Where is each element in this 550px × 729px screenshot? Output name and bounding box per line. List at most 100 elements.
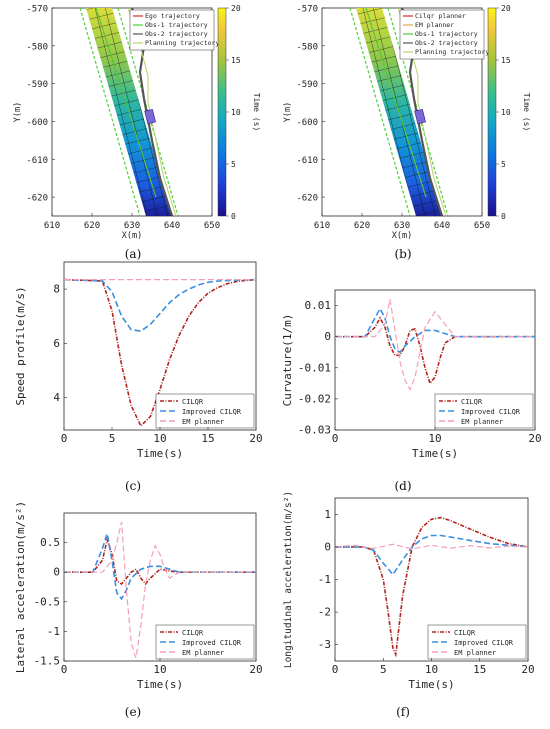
x-tick-label: 15 — [201, 432, 214, 445]
y-tick-label: -610 — [296, 156, 318, 166]
obstacle-vehicle — [414, 108, 426, 125]
y-tick-label: -580 — [296, 42, 318, 52]
x-tick-label: 650 — [474, 221, 490, 231]
colorbar — [487, 7, 497, 217]
x-tick-label: 610 — [44, 221, 60, 231]
x-tick-label: 640 — [164, 221, 180, 231]
legend-entry: Planning trajectory — [415, 48, 489, 56]
road-border-right — [117, 7, 179, 217]
series-line-improved-cilqr — [63, 278, 257, 332]
subfigure-label: (c) — [125, 479, 141, 493]
x-axis-label: X(m) — [392, 231, 412, 241]
y-tick-label: 0 — [53, 566, 60, 579]
legend-entry: CILQR — [461, 398, 483, 406]
x-tick-label: 0 — [61, 663, 68, 676]
x-tick-label: 10 — [153, 432, 166, 445]
x-tick-label: 630 — [124, 221, 140, 231]
series-line-obs-1-trajectory — [95, 7, 157, 198]
y-axis-label: Lateral acceleration(m/s²) — [14, 501, 27, 673]
subfigure-label: (e) — [125, 705, 141, 719]
y-tick-label: 0 — [324, 540, 331, 553]
y-tick-label: 1 — [324, 508, 331, 521]
road-border-right — [387, 7, 449, 217]
y-tick-label: -610 — [26, 156, 48, 166]
series-line-cilqr — [335, 516, 529, 658]
legend-entry: Improved CILQR — [182, 408, 242, 416]
y-tick-label: -0.03 — [298, 424, 331, 437]
x-axis-label: Time(s) — [412, 447, 458, 460]
colorbar-tick-label: 10 — [501, 108, 511, 117]
legend-entry: CILQR — [454, 629, 476, 637]
y-tick-label: 0 — [324, 330, 331, 343]
subfigure-label: (b) — [394, 247, 411, 261]
y-tick-label: -1.5 — [34, 655, 61, 668]
y-tick-label: -3 — [318, 638, 331, 651]
subfigure-label: (d) — [394, 479, 411, 493]
y-tick-label: -580 — [26, 42, 48, 52]
y-tick-label: -620 — [26, 194, 48, 204]
x-tick-label: 0 — [332, 432, 339, 445]
colorbar-tick-label: 15 — [501, 56, 511, 65]
x-tick-label: 650 — [204, 221, 220, 231]
y-axis-label: Speed profile(m/s) — [14, 286, 27, 405]
colorbar-tick-label: 0 — [231, 212, 236, 221]
y-tick-label: -590 — [26, 80, 48, 90]
x-axis-label: Time(s) — [137, 678, 183, 691]
legend-entry: EM planner — [454, 649, 496, 657]
legend-entry: Ego trajectory — [145, 12, 200, 20]
legend: CILQR Improved CILQR EM planner — [427, 624, 527, 660]
x-tick-label: 0 — [332, 663, 339, 676]
y-tick-label: -0.5 — [34, 595, 61, 608]
colorbar-tick-label: 5 — [231, 160, 236, 169]
y-tick-label: -600 — [26, 118, 48, 128]
colorbar-label: Time (s) — [522, 93, 531, 132]
x-axis-label: X(m) — [122, 231, 142, 241]
x-axis-label: Time(s) — [408, 678, 454, 691]
legend: CILQR Improved CILQR EM planner — [155, 393, 255, 429]
legend-box — [399, 9, 485, 60]
panel-e: CILQR Improved CILQR EM planner 0 10 20 0.5 0 -0… — [14, 501, 263, 719]
y-tick-label: -0.01 — [298, 361, 331, 374]
legend-entry: Planning trajectory — [145, 39, 219, 47]
y-axis-label: Y(m) — [13, 102, 23, 122]
x-tick-label: 610 — [314, 221, 330, 231]
legend-entry: Obs-1 trajectory — [145, 21, 208, 29]
series-line-improved-cilqr — [64, 533, 256, 601]
y-tick-label: -0.02 — [298, 392, 331, 405]
colorbar-tick-label: 20 — [231, 4, 241, 13]
series-line-cilqr — [63, 278, 257, 428]
y-tick-label: -2 — [318, 606, 331, 619]
series-line-cilqr — [64, 536, 256, 586]
subfigure-label: (a) — [125, 247, 142, 261]
x-tick-label: 5 — [109, 432, 116, 445]
panel-c: CILQR Improved CILQR EM planner 0 5 10 15 20 4 6 8… — [14, 261, 263, 493]
colorbar-tick-label: 10 — [231, 108, 241, 117]
x-tick-label: 20 — [249, 663, 262, 676]
colorbar-label: Time (s) — [252, 93, 261, 132]
x-tick-label: 20 — [249, 432, 262, 445]
y-tick-label: -590 — [296, 80, 318, 90]
y-axis-label: Longitudinal acceleration(m/s²) — [283, 491, 294, 668]
x-tick-label: 620 — [354, 221, 370, 231]
y-tick-label: -1 — [318, 573, 331, 586]
legend-box — [129, 9, 215, 51]
x-tick-label: 10 — [428, 432, 441, 445]
legend-entry: Cilqr planner — [415, 12, 466, 20]
x-tick-label: 620 — [84, 221, 100, 231]
road-border-left — [349, 7, 411, 217]
legend-entry: Obs-2 trajectory — [145, 30, 208, 38]
series-line-em-planner — [335, 299, 535, 392]
x-tick-label: 10 — [425, 663, 438, 676]
x-tick-label: 0 — [61, 432, 68, 445]
y-axis-label: Y(m) — [283, 102, 293, 122]
legend: CILQR Improved CILQR EM planner — [434, 393, 534, 429]
series-line-em-planner — [334, 543, 529, 550]
y-tick-label: 4 — [53, 391, 60, 404]
legend-entry: CILQR — [182, 629, 204, 637]
